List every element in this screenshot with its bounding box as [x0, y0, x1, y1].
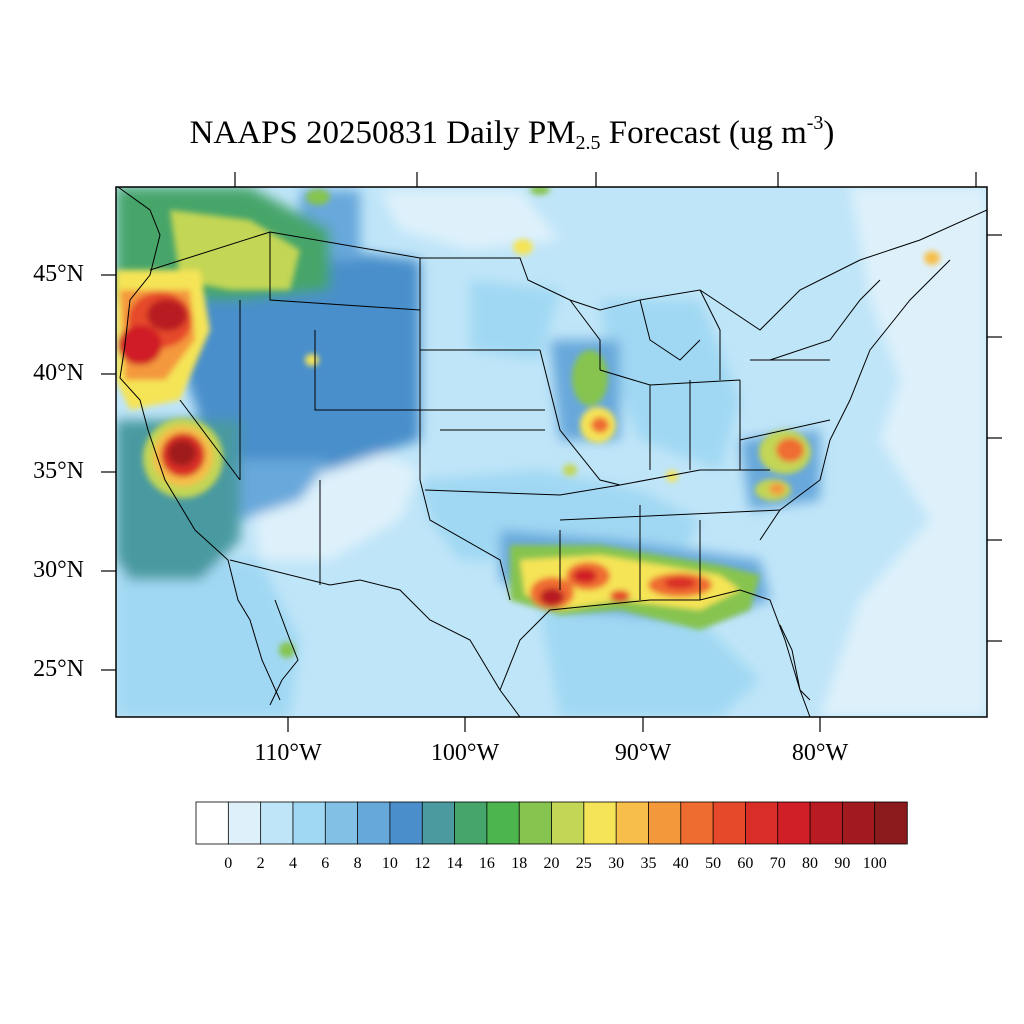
colorbar-label: 16	[478, 855, 495, 872]
colorbar-label: 40	[672, 855, 689, 872]
colorbar-swatch	[292, 801, 326, 845]
lat-label-35: 35°N	[33, 458, 84, 484]
colorbar-swatch	[680, 801, 714, 845]
colorbar-swatch	[583, 801, 617, 845]
colorbar-swatch	[809, 801, 844, 845]
colorbar-swatch	[389, 801, 423, 845]
colorbar-swatch	[874, 801, 908, 845]
lon-label-100: 100°W	[430, 740, 500, 766]
colorbar-label: 2	[256, 855, 265, 872]
colorbar-label: 80	[802, 855, 818, 872]
colorbar-label: 100	[862, 855, 887, 872]
colorbar-swatch	[195, 801, 230, 845]
colorbar-swatch	[357, 801, 391, 845]
colorbar	[195, 801, 908, 845]
colorbar-swatch	[745, 801, 779, 845]
colorbar-label: 10	[381, 855, 398, 872]
colorbar-label: 30	[608, 855, 625, 872]
chart-title: NAAPS 20250831 Daily PM2.5 Forecast (ug …	[189, 112, 835, 154]
colorbar-label: 4	[289, 855, 297, 872]
lon-label-80: 80°W	[791, 740, 849, 766]
lon-label-90: 90°W	[614, 740, 672, 766]
colorbar-label: 12	[414, 855, 431, 872]
colorbar-label: 50	[705, 855, 722, 872]
colorbar-label: 90	[834, 855, 851, 872]
lon-label-110: 110°W	[254, 740, 322, 766]
colorbar-swatch	[227, 801, 262, 845]
colorbar-label: 35	[640, 855, 657, 872]
lat-label-25: 25°N	[33, 656, 84, 682]
colorbar-swatch	[454, 801, 488, 845]
colorbar-label: 0	[224, 855, 233, 872]
colorbar-swatch	[648, 801, 682, 845]
lat-label-45: 45°N	[33, 261, 84, 287]
colorbar-label: 20	[543, 855, 560, 872]
colorbar-swatch	[777, 801, 811, 845]
colorbar-swatch	[324, 801, 359, 845]
colorbar-swatch	[841, 801, 876, 845]
colorbar-swatch	[551, 801, 585, 845]
axis-ticks	[101, 172, 1002, 732]
colorbar-swatch	[421, 801, 456, 845]
colorbar-label: 6	[321, 855, 330, 872]
pm25-field	[116, 187, 987, 717]
lat-label-40: 40°N	[33, 360, 84, 386]
colorbar-label: 25	[575, 855, 592, 872]
colorbar-swatch	[712, 801, 747, 845]
colorbar-label: 18	[511, 855, 528, 872]
colorbar-swatch	[260, 801, 294, 845]
colorbar-label: 60	[737, 855, 754, 872]
state-borders	[117, 187, 987, 717]
colorbar-swatch	[615, 801, 650, 845]
colorbar-label: 14	[446, 855, 463, 872]
colorbar-label: 70	[769, 855, 786, 872]
map-frame	[115, 186, 988, 718]
colorbar-swatch	[518, 801, 553, 845]
colorbar-label: 8	[353, 855, 362, 872]
lat-label-30: 30°N	[33, 557, 84, 583]
colorbar-swatch	[486, 801, 520, 845]
